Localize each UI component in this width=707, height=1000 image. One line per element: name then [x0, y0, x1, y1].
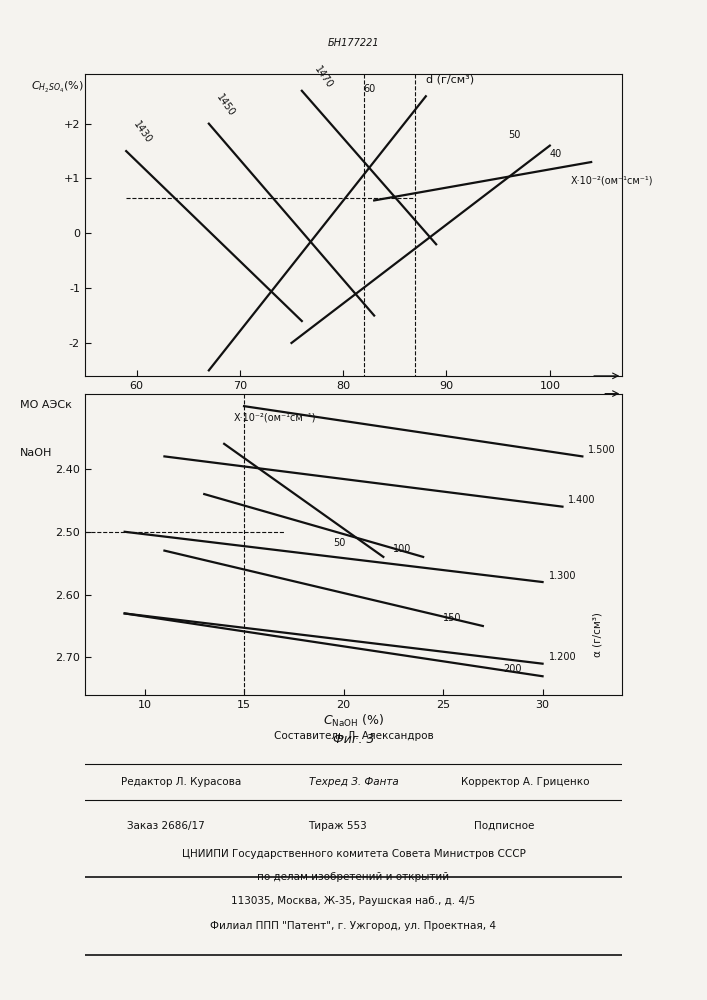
Text: 1.500: 1.500 — [588, 445, 616, 455]
Text: по делам изобретений и открытий: по делам изобретений и открытий — [257, 872, 450, 882]
Text: 200: 200 — [503, 664, 521, 674]
Text: 60: 60 — [364, 84, 376, 94]
Text: БН177221: БН177221 — [327, 38, 380, 48]
Text: 1450: 1450 — [214, 92, 236, 118]
Text: X·10⁻²(ом⁻¹см⁻¹): X·10⁻²(ом⁻¹см⁻¹) — [571, 176, 653, 186]
Text: 50: 50 — [508, 130, 521, 140]
Text: ЦНИИПИ Государственного комитета Совета Министров СССР: ЦНИИПИ Государственного комитета Совета … — [182, 849, 525, 859]
Text: 113035, Москва, Ж-35, Раушская наб., д. 4/5: 113035, Москва, Ж-35, Раушская наб., д. … — [231, 896, 476, 906]
Text: 1.400: 1.400 — [568, 495, 596, 505]
Text: 150: 150 — [443, 613, 462, 623]
X-axis label: $t_{\rm СМЭА}\ (\%)$: $t_{\rm СМЭА}\ (\%)$ — [325, 393, 382, 410]
Text: 100: 100 — [393, 544, 411, 554]
X-axis label: $C_{\rm NaOH}\ (\%)$: $C_{\rm NaOH}\ (\%)$ — [323, 713, 384, 729]
Text: Филиал ППП "Патент", г. Ужгород, ул. Проектная, 4: Филиал ППП "Патент", г. Ужгород, ул. Про… — [211, 921, 496, 931]
Text: Техред З. Фанта: Техред З. Фанта — [309, 777, 398, 787]
Text: 1.200: 1.200 — [549, 652, 576, 662]
Text: Фиг. 3: Фиг. 3 — [333, 733, 374, 746]
Text: Редактор Л. Курасова: Редактор Л. Курасова — [122, 777, 242, 787]
Text: α (г/см³): α (г/см³) — [592, 613, 602, 657]
Text: Фиг. 2: Фиг. 2 — [333, 414, 374, 427]
Text: d (г/см³): d (г/см³) — [426, 75, 474, 85]
Text: Заказ 2686/17: Заказ 2686/17 — [127, 821, 204, 831]
Text: 1470: 1470 — [312, 65, 334, 91]
Text: $C_{H_2SO_4}(\%)$: $C_{H_2SO_4}(\%)$ — [31, 80, 84, 95]
Text: Тираж 553: Тираж 553 — [308, 821, 367, 831]
Text: 1430: 1430 — [132, 120, 153, 146]
Text: 1.300: 1.300 — [549, 571, 576, 581]
Text: Подписное: Подписное — [474, 821, 534, 831]
Text: 50: 50 — [334, 538, 346, 548]
Text: Составитель Л. Александров: Составитель Л. Александров — [274, 731, 433, 741]
Text: 40: 40 — [550, 149, 562, 159]
Text: NaOH: NaOH — [21, 448, 53, 458]
Text: МО АЭСк: МО АЭСк — [21, 400, 72, 410]
Text: Корректор А. Гриценко: Корректор А. Гриценко — [461, 777, 590, 787]
Text: X·10⁻²(ом⁻¹см⁻¹): X·10⁻²(ом⁻¹см⁻¹) — [234, 412, 317, 422]
